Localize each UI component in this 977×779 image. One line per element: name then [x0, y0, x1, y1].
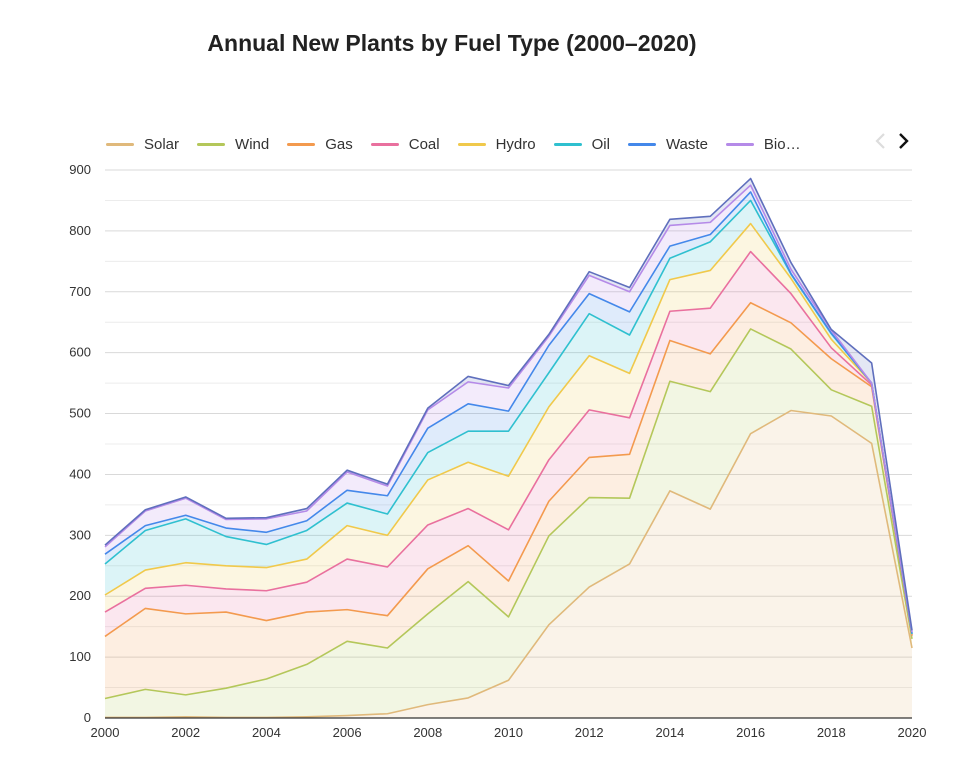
- legend-swatch: [457, 142, 486, 146]
- y-tick-label: 0: [84, 710, 91, 725]
- legend-label: Oil: [591, 135, 610, 153]
- line-gas[interactable]: [104, 301, 913, 638]
- line-hydro[interactable]: [104, 222, 913, 635]
- x-tick-label: 2014: [655, 725, 684, 740]
- x-tick-label: 2006: [333, 725, 362, 740]
- line-solar[interactable]: [105, 409, 913, 719]
- legend-swatch: [106, 142, 134, 146]
- line-oil[interactable]: [104, 199, 913, 635]
- x-tick-label: 2004: [252, 725, 281, 740]
- y-tick-label: 300: [69, 527, 91, 542]
- legend-item-hydro[interactable]: Hydro: [457, 135, 536, 153]
- legend-swatch: [553, 142, 582, 146]
- legend: Solar Wind Gas Coal Hydro Oil Waste Bio…: [106, 133, 819, 155]
- x-tick-label: 2008: [413, 725, 442, 740]
- area-gas: [105, 302, 912, 699]
- y-tick-label: 900: [69, 162, 91, 177]
- legend-label: Bio…: [763, 135, 801, 153]
- line-series-9[interactable]: [104, 177, 913, 631]
- legend-swatch: [287, 142, 316, 146]
- area-biomass: [105, 185, 912, 634]
- line-waste[interactable]: [104, 191, 913, 634]
- line-wind[interactable]: [104, 328, 913, 700]
- chart-title: Annual New Plants by Fuel Type (2000–202…: [207, 30, 697, 56]
- y-tick-label: 700: [69, 284, 91, 299]
- y-tick-label: 200: [69, 588, 91, 603]
- chevron-right-icon[interactable]: [892, 130, 914, 152]
- y-tick-label: 600: [69, 345, 91, 360]
- x-tick-label: 2000: [91, 725, 120, 740]
- chevron-left-icon[interactable]: [870, 130, 892, 152]
- area-coal: [105, 251, 912, 637]
- legend-item-coal[interactable]: Coal: [370, 135, 440, 153]
- legend-swatch: [627, 142, 656, 146]
- x-tick-label: 2018: [817, 725, 846, 740]
- x-tick-label: 2002: [171, 725, 200, 740]
- y-tick-label: 400: [69, 466, 91, 481]
- x-tick-label: 2016: [736, 725, 765, 740]
- legend-swatch: [370, 142, 399, 146]
- y-tick-label: 800: [69, 223, 91, 238]
- area-waste: [105, 191, 912, 634]
- y-tick-label: 500: [69, 406, 91, 421]
- area-solar: [105, 410, 912, 718]
- x-tick-label: 2010: [494, 725, 523, 740]
- legend-pager: [870, 130, 914, 152]
- legend-label: Waste: [665, 135, 708, 153]
- legend-item-waste[interactable]: Waste: [627, 135, 708, 153]
- legend-label: Hydro: [495, 135, 536, 153]
- x-tick-label: 2020: [898, 725, 927, 740]
- y-tick-label: 100: [69, 649, 91, 664]
- legend-item-biomass[interactable]: Bio…: [725, 135, 801, 153]
- line-coal[interactable]: [104, 250, 913, 636]
- legend-swatch: [725, 142, 754, 146]
- area-wind: [105, 328, 912, 718]
- x-tick-label: 2012: [575, 725, 604, 740]
- legend-label: Gas: [325, 135, 353, 153]
- legend-label: Wind: [235, 135, 270, 153]
- legend-item-wind[interactable]: Wind: [197, 136, 269, 153]
- line-biomass[interactable]: [104, 184, 913, 633]
- legend-item-solar[interactable]: Solar: [106, 136, 179, 153]
- legend-label: Coal: [408, 135, 440, 153]
- legend-swatch: [197, 142, 226, 146]
- legend-item-gas[interactable]: Gas: [287, 136, 353, 153]
- legend-label: Solar: [144, 135, 180, 153]
- legend-item-oil[interactable]: Oil: [553, 135, 610, 153]
